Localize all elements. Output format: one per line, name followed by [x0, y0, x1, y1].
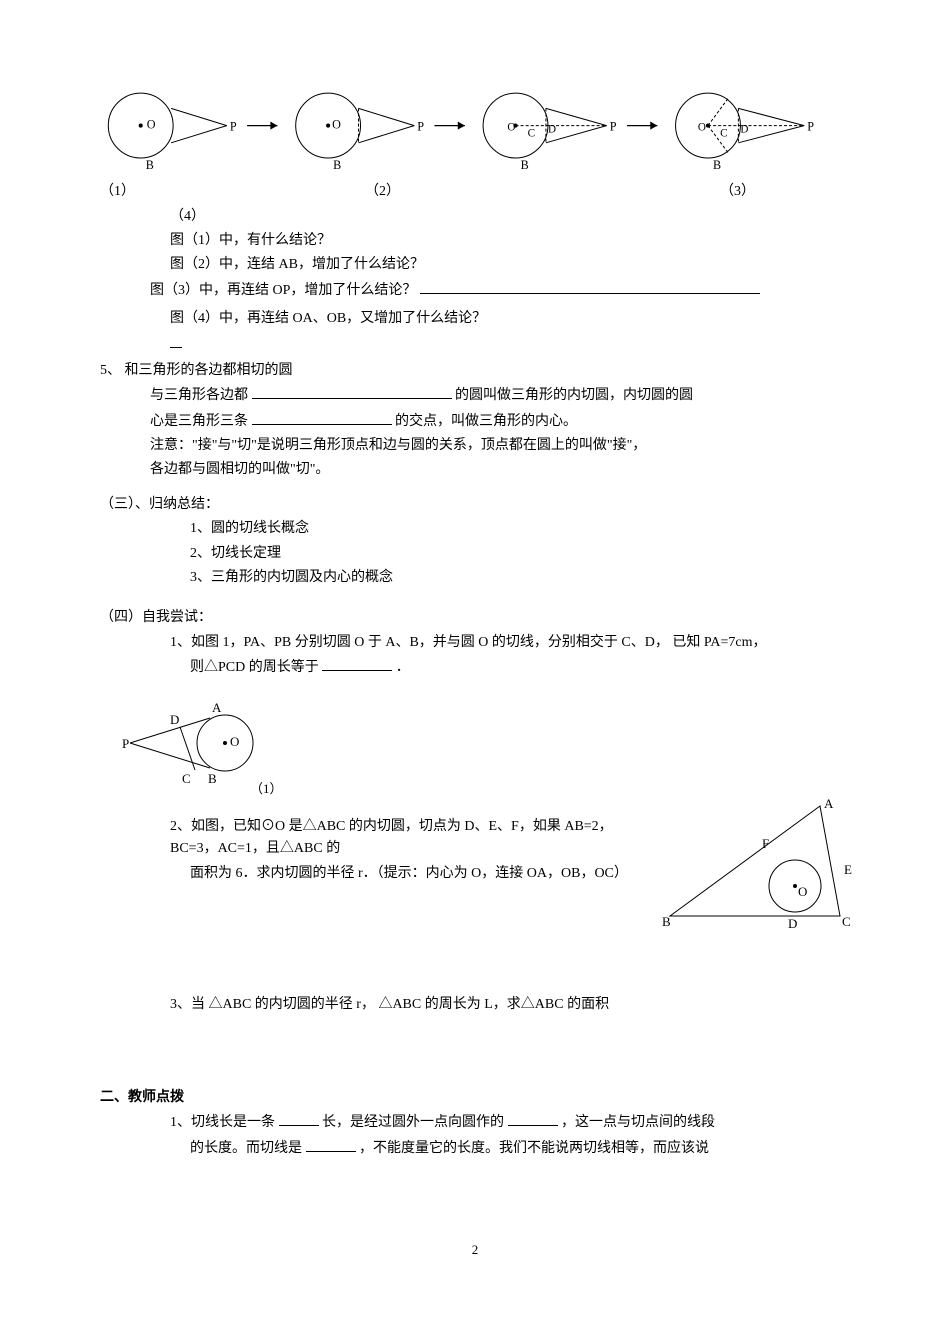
svg-text:D: D: [170, 712, 179, 727]
sec4-q1b: 则△PCD 的周长等于: [190, 660, 319, 675]
sec4-q1-line1: 1、如图 1，PA、PB 分别切圆 O 于 A、B，并与圆 O 的切线，分别相交…: [170, 632, 860, 654]
q2-block: A B C D E F O 2、如图，已知⊙O 是△ABC 的内切圆，切点为 D…: [90, 816, 860, 954]
step-q4: 图（4）中，再连结 OA、OB，又增加了什么结论？: [170, 308, 860, 330]
item5-p2a: 心是三角形三条: [150, 414, 248, 429]
svg-text:P: P: [230, 120, 237, 134]
figure-number-row: （1） （2） （3）: [90, 181, 860, 203]
t-p2b: ，不能度量它的长度。我们不能说两切线相等，而应该说: [359, 1141, 709, 1156]
item5-p1a: 与三角形各边都: [150, 388, 248, 403]
item5-line2: 心是三角形三条 的交点，叫做三角形的内心。: [150, 410, 860, 433]
svg-text:P: P: [122, 736, 129, 751]
figure-1-small: O P A B D C （1）: [120, 688, 860, 806]
svg-text:C: C: [720, 128, 727, 140]
svg-text:C: C: [182, 771, 191, 786]
fig1-caption: （1）: [250, 781, 283, 796]
teacher-line1: 1、切线长是一条 长，是经过圆外一点向圆作的 ，这一点与切点间的线段: [170, 1111, 860, 1134]
blank-40a: [279, 1111, 319, 1126]
fig1-svg: O P A B D C （1）: [120, 688, 300, 798]
svg-text:B: B: [713, 158, 721, 171]
fig-num-3: （3）: [720, 181, 755, 203]
fig2-svg: A B C D E F O: [660, 796, 860, 936]
figure-2-incircle: A B C D E F O: [660, 796, 860, 944]
svg-text:O: O: [332, 118, 341, 132]
step-q1: 图（1）中，有什么结论？: [170, 230, 860, 252]
blank-long: [420, 279, 760, 294]
blank-50a: [508, 1111, 558, 1126]
sec3-i2: 2、切线长定理: [190, 543, 860, 565]
sec4-head: （四）自我尝试：: [100, 607, 860, 629]
teacher-line2: 的长度。而切线是 ，不能度量它的长度。我们不能说两切线相等，而应该说: [190, 1137, 860, 1160]
svg-text:A: A: [212, 700, 222, 715]
sec3-i3: 3、三角形的内切圆及内心的概念: [190, 567, 860, 589]
step-q3: 图（3）中，再连结 OP，增加了什么结论？: [150, 279, 860, 302]
fig-num-4: （4）: [170, 206, 860, 228]
svg-text:D: D: [548, 124, 556, 136]
t-p2a: 的长度。而切线是: [190, 1141, 302, 1156]
svg-text:C: C: [528, 128, 535, 140]
sec3-head: （三）、归纳总结：: [100, 494, 860, 516]
svg-text:B: B: [521, 158, 529, 171]
fig-num-2: （2）: [365, 181, 400, 203]
svg-text:B: B: [333, 158, 341, 171]
tangent-sequence-diagram: O B P O B P: [90, 80, 860, 171]
svg-text:B: B: [208, 771, 217, 786]
t-p1b: 长，是经过圆外一点向圆作的: [322, 1115, 504, 1130]
sec4-q1c: ．: [396, 660, 410, 675]
item5-line1: 与三角形各边都 的圆叫做三角形的内切圆，内切圆的圆: [150, 384, 860, 407]
t-p1c: ，这一点与切点间的线段: [561, 1115, 715, 1130]
top-diagram-row: O B P O B P: [90, 80, 860, 171]
svg-text:C: C: [842, 914, 851, 929]
step-q2: 图（2）中，连结 AB，增加了什么结论？: [170, 254, 860, 276]
sec4-q3: 3、当 △ABC 的内切圆的半径 r， △ABC 的周长为 L，求△ABC 的面…: [170, 994, 860, 1016]
teacher-head: 二、教师点拨: [100, 1087, 860, 1109]
blank-200: [252, 384, 452, 399]
step-q3-text: 图（3）中，再连结 OP，增加了什么结论？: [150, 283, 416, 298]
svg-text:O: O: [698, 122, 706, 134]
blank-50b: [306, 1137, 356, 1152]
svg-text:P: P: [807, 120, 814, 134]
blank-140: [252, 410, 392, 425]
svg-text:B: B: [662, 914, 671, 929]
svg-text:O: O: [147, 118, 156, 132]
item5-line3: 注意："接"与"切"是说明三角形顶点和边与圆的关系，顶点都在圆上的叫做"接"，: [150, 435, 860, 457]
item5-head: 5、 和三角形的各边都相切的圆: [100, 360, 860, 382]
svg-text:B: B: [146, 158, 154, 171]
svg-text:O: O: [798, 884, 807, 899]
svg-text:O: O: [507, 122, 515, 134]
item5-line4: 各边都与圆相切的叫做"切"。: [150, 459, 860, 481]
svg-text:D: D: [740, 124, 748, 136]
item5-p2b: 的交点，叫做三角形的内心。: [395, 414, 577, 429]
blank-70: [322, 656, 392, 671]
svg-text:P: P: [610, 120, 617, 134]
t-p1a: 1、切线长是一条: [170, 1115, 275, 1130]
sec4-q1-line2: 则△PCD 的周长等于 ．: [190, 656, 860, 679]
svg-text:A: A: [824, 796, 834, 811]
svg-text:O: O: [230, 734, 239, 749]
page-number: 2: [90, 1240, 860, 1261]
svg-text:D: D: [788, 916, 797, 931]
svg-text:P: P: [417, 120, 424, 134]
sec3-i1: 1、圆的切线长概念: [190, 518, 860, 540]
item5-p1b: 的圆叫做三角形的内切圆，内切圆的圆: [455, 388, 693, 403]
fig-num-1: （1）: [100, 181, 135, 203]
svg-text:E: E: [844, 862, 852, 877]
step-q4-blank: [170, 333, 860, 356]
svg-text:F: F: [762, 836, 769, 851]
